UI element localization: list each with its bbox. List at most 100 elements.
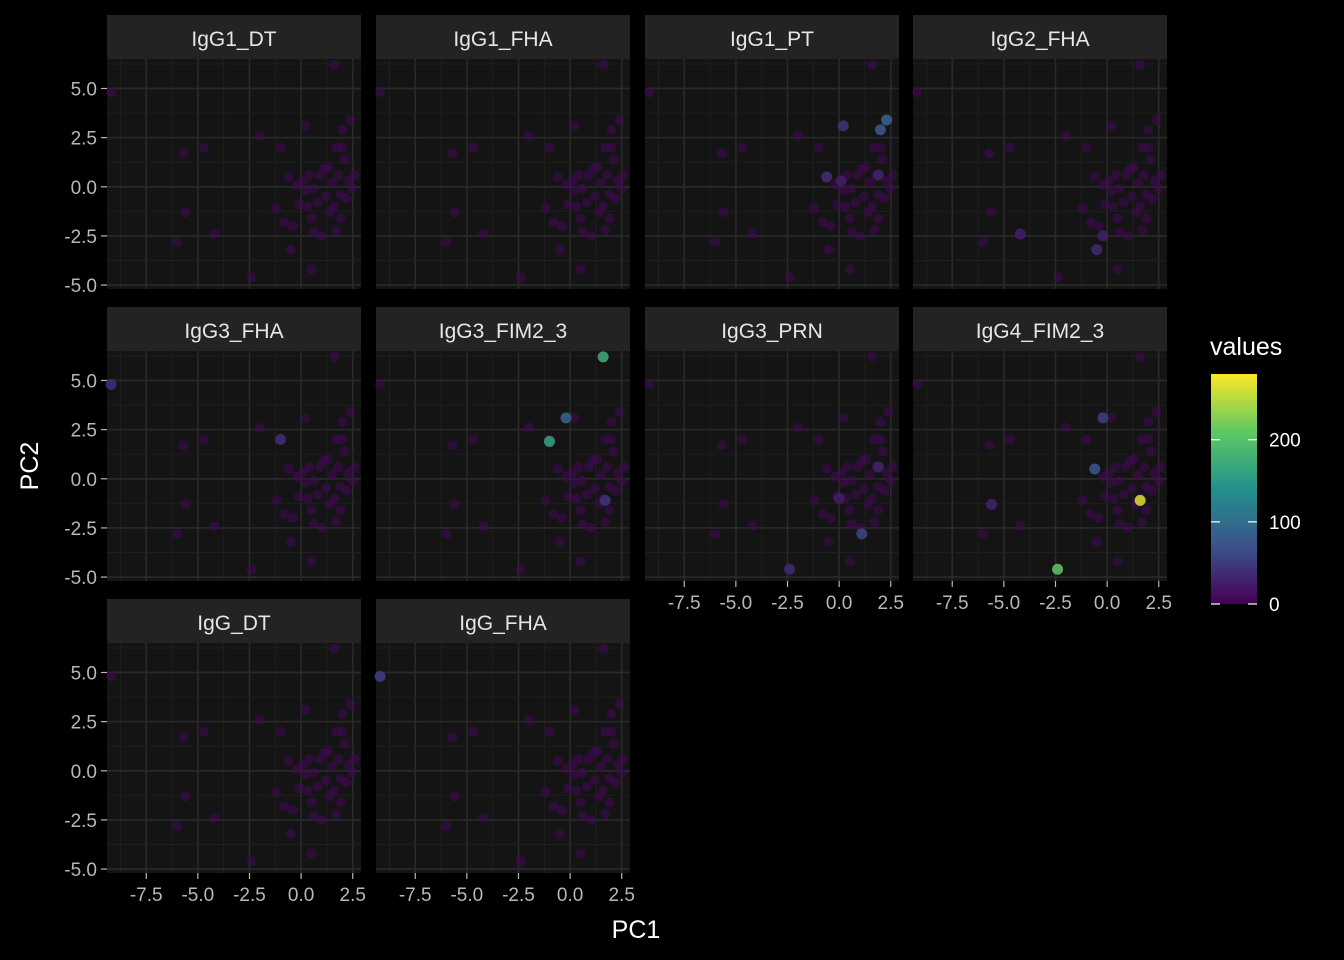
data-point	[199, 726, 210, 737]
y-tick-label: -5.0	[64, 860, 97, 881]
data-point	[304, 461, 315, 472]
data-point	[737, 434, 748, 445]
data-point	[865, 469, 876, 480]
data-point	[1114, 475, 1125, 486]
data-point	[912, 87, 923, 98]
data-point	[881, 175, 892, 186]
legend-ticks: 0 100 200	[1211, 431, 1301, 616]
data-point	[1143, 416, 1154, 427]
data-point	[809, 495, 820, 506]
data-point	[287, 805, 298, 816]
data-point	[275, 142, 286, 153]
data-point	[341, 193, 352, 204]
data-point	[337, 142, 348, 153]
data-point	[327, 761, 338, 772]
x-tick-label: -7.5	[936, 593, 969, 614]
y-tick-label: 0.0	[71, 178, 97, 199]
data-point	[575, 264, 586, 275]
data-point	[300, 477, 311, 488]
data-point	[339, 738, 350, 749]
data-point-highlight	[872, 461, 884, 473]
facet-IgG3_FIM2_3: IgG3_FIM2_3	[375, 307, 630, 581]
data-point	[596, 177, 607, 188]
data-point	[612, 175, 623, 186]
data-point	[306, 264, 317, 275]
data-point	[515, 856, 526, 867]
facet-IgG_DT: IgG_DT -5.0 -2.5 0.0 2.5 5.0 -7.5 -5.0 -2.5 0.0 2.…	[64, 599, 366, 906]
data-point	[209, 228, 220, 239]
y-tick-label: -5.0	[64, 568, 97, 589]
x-tick-label: -5.0	[181, 885, 214, 906]
data-point	[1149, 175, 1160, 186]
data-point	[610, 193, 621, 204]
data-point	[308, 518, 319, 529]
data-point	[304, 169, 315, 180]
data-point	[612, 467, 623, 478]
data-point	[877, 154, 888, 165]
data-point	[581, 781, 592, 792]
facet-strip-label: IgG_DT	[197, 612, 271, 635]
x-axis: -7.5 -5.0 -2.5 0.0 2.5	[668, 581, 904, 614]
data-point	[294, 199, 305, 210]
x-tick-label: 2.5	[609, 885, 635, 906]
data-point	[587, 164, 598, 175]
data-point	[616, 475, 627, 486]
data-point	[441, 820, 452, 831]
data-point	[306, 556, 317, 567]
panel-grid	[107, 643, 361, 873]
data-point	[1149, 467, 1160, 478]
data-point	[478, 228, 489, 239]
data-point	[825, 513, 836, 524]
facet-strip	[107, 307, 361, 351]
data-point	[885, 475, 896, 486]
data-point	[792, 130, 803, 141]
data-point	[569, 120, 580, 131]
data-point	[246, 272, 257, 283]
data-point	[449, 207, 460, 218]
data-point	[1060, 422, 1071, 433]
data-point	[341, 485, 352, 496]
data-point	[569, 477, 580, 488]
data-point	[581, 489, 592, 500]
data-point	[1104, 175, 1115, 186]
data-point	[875, 142, 886, 153]
panel-points	[912, 351, 1166, 575]
data-point	[180, 791, 191, 802]
data-point	[285, 244, 296, 255]
data-point	[838, 412, 849, 423]
data-point	[883, 406, 894, 417]
facet-IgG_FHA: IgG_FHA -7.5 -5.0 -2.5 0.0 2.5	[374, 599, 635, 906]
data-point	[602, 169, 613, 180]
data-point	[792, 422, 803, 433]
data-point	[308, 810, 319, 821]
data-point	[606, 142, 617, 153]
data-point	[298, 175, 309, 186]
data-point	[614, 406, 625, 417]
data-point	[333, 753, 344, 764]
y-axis-title: PC2	[16, 442, 44, 491]
data-point	[308, 475, 319, 486]
data-point	[978, 236, 989, 247]
data-point	[1108, 201, 1119, 212]
x-tick-label: 0.0	[557, 885, 583, 906]
data-point	[285, 536, 296, 547]
data-point	[335, 505, 346, 516]
x-tick-label: 0.0	[288, 885, 314, 906]
data-point	[577, 183, 588, 194]
data-point	[106, 87, 117, 98]
data-point	[343, 467, 354, 478]
y-tick-label: 5.0	[71, 663, 97, 684]
data-point	[312, 781, 323, 792]
data-point	[345, 406, 356, 417]
data-point	[283, 755, 294, 766]
data-point	[1118, 489, 1129, 500]
data-point	[331, 225, 342, 236]
data-point	[784, 272, 795, 283]
data-point	[823, 244, 834, 255]
data-point	[308, 767, 319, 778]
data-point	[300, 120, 311, 131]
data-point	[283, 463, 294, 474]
panel-points	[644, 351, 898, 575]
data-point	[867, 493, 878, 504]
data-point	[347, 767, 358, 778]
